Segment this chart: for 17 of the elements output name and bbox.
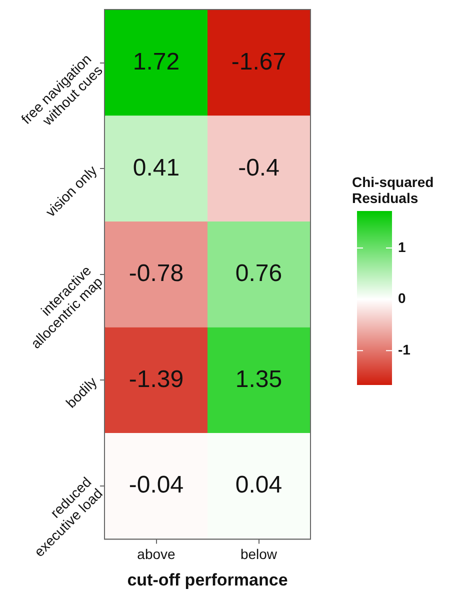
data-label: -0.78 — [128, 260, 184, 288]
x-tick-label: above — [137, 546, 176, 562]
data-label: -1.67 — [231, 48, 286, 76]
data-label: 0.76 — [235, 260, 282, 288]
data-label: 0.04 — [235, 472, 282, 499]
color-bar-title: Chi-squared Residuals — [352, 174, 434, 206]
x-axis-title: cut-off performance — [127, 570, 288, 590]
data-label: -1.39 — [128, 366, 184, 393]
data-label: -0.04 — [128, 472, 184, 499]
data-label: 1.72 — [132, 48, 180, 76]
color-bar-label: 0 — [398, 290, 406, 306]
data-label: 1.35 — [235, 366, 282, 393]
x-tick-label: below — [240, 546, 278, 562]
color-bar-label: -1 — [398, 341, 411, 358]
data-label: 0.41 — [132, 154, 180, 182]
data-label: -0.4 — [238, 154, 280, 182]
color-bar-label: 1 — [398, 238, 406, 255]
